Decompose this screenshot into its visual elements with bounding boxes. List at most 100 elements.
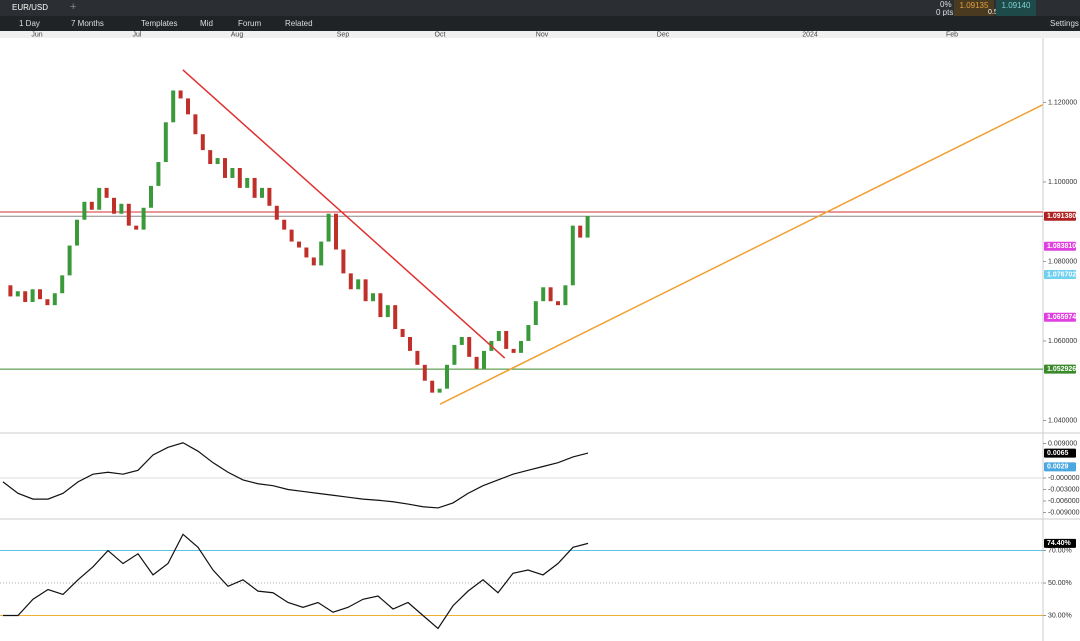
menu-item[interactable]: Forum <box>238 19 262 28</box>
candle <box>533 301 538 326</box>
candle <box>334 213 338 250</box>
bid[interactable]: 1.09135 <box>954 0 994 16</box>
candle <box>52 293 57 306</box>
candle <box>15 291 20 297</box>
price-tag <box>1044 312 1076 322</box>
time-label: Oct <box>435 31 446 38</box>
top-bar: EUR/USD + 0% 0 pts 1.09135 0.5 1.09140 <box>0 0 1080 17</box>
candle <box>163 122 168 163</box>
candle <box>297 241 301 248</box>
candle <box>578 225 583 238</box>
indicator-line <box>2 442 589 509</box>
settings[interactable]: Settings <box>1050 19 1079 28</box>
candle <box>400 329 405 337</box>
price-tag-label: 74.40% <box>1047 540 1072 547</box>
candle <box>260 187 264 198</box>
symbol[interactable]: EUR/USD <box>12 3 49 12</box>
candle <box>393 305 398 330</box>
candle <box>289 229 294 242</box>
indicator-line <box>3 533 589 630</box>
candle <box>8 285 13 297</box>
y-tick-label: 1.040000 <box>1048 417 1077 424</box>
candle <box>437 388 442 393</box>
candle <box>341 249 346 274</box>
candle <box>563 285 568 306</box>
y-tick-label: 1.100000 <box>1048 179 1077 186</box>
candle <box>45 299 50 306</box>
candle <box>371 293 375 302</box>
y-tick-label: 30.00% <box>1048 612 1072 619</box>
candle <box>156 162 161 186</box>
candle <box>489 340 494 351</box>
price-tag-label: 1.076702 <box>1047 271 1076 278</box>
price-tag-label: 1.052926 <box>1047 366 1076 373</box>
candle <box>252 177 257 198</box>
candle <box>200 134 205 151</box>
ask[interactable]: 1.09140 <box>996 0 1036 16</box>
candle <box>104 187 109 198</box>
menu-bar: 1 Day 7 Months Templates Mid Forum Relat… <box>0 16 1080 31</box>
candle <box>267 187 272 206</box>
range[interactable]: 7 Months <box>71 19 104 28</box>
price-tag <box>1044 462 1076 472</box>
price-tag-label: 1.091380 <box>1047 213 1076 220</box>
price-tag-label: 1.083810 <box>1047 243 1076 250</box>
menu-item[interactable]: Related <box>285 19 313 28</box>
y-tick-label: 1.080000 <box>1048 258 1077 265</box>
y-tick-label: -0.003000 <box>1048 486 1080 493</box>
candle <box>282 219 287 230</box>
candle <box>193 114 198 135</box>
interval[interactable]: 1 Day <box>19 19 40 28</box>
time-label: Aug <box>231 31 244 38</box>
candle <box>474 356 479 369</box>
candle <box>326 213 331 242</box>
time-label: Jul <box>133 31 142 38</box>
y-tick-label: -0.006000 <box>1048 498 1080 505</box>
candle <box>126 203 131 226</box>
price-tag-label: 1.065974 <box>1047 314 1076 321</box>
candle <box>541 287 546 302</box>
candle <box>67 245 72 276</box>
candle <box>348 273 353 290</box>
candle <box>496 331 501 341</box>
candle <box>519 340 523 353</box>
candle <box>230 168 235 178</box>
candle <box>378 293 383 318</box>
candle <box>570 225 575 286</box>
candle <box>482 350 486 369</box>
candle <box>385 305 390 318</box>
y-tick-label: 1.120000 <box>1048 99 1077 106</box>
y-tick-label: -0.000000 <box>1048 475 1080 482</box>
candle <box>75 219 79 246</box>
candle <box>178 90 183 99</box>
spread: 0.5 <box>988 9 998 16</box>
time-label: 2024 <box>802 31 818 38</box>
add-tab[interactable]: + <box>70 1 77 13</box>
candle <box>60 275 65 294</box>
change-pts: 0 pts <box>936 8 954 17</box>
candle <box>38 289 42 300</box>
price-tag <box>1044 270 1076 280</box>
candle <box>97 187 102 210</box>
time-label: Jun <box>31 31 42 38</box>
candle <box>30 289 35 302</box>
candle <box>245 177 250 188</box>
change-pct: 0% <box>940 0 952 9</box>
time-axis-bg <box>0 31 1080 38</box>
price-tag-label: 0.0029 <box>1047 464 1069 471</box>
candle <box>223 158 227 178</box>
candle <box>548 287 553 302</box>
y-tick-label: -0.009000 <box>1048 509 1080 516</box>
candle <box>415 350 420 365</box>
menu-item[interactable]: Templates <box>141 19 178 28</box>
candle <box>422 364 427 381</box>
price-tag <box>1044 241 1076 251</box>
price-tag-label: 0.0065 <box>1047 450 1069 457</box>
candle <box>585 216 590 238</box>
candle <box>141 207 146 230</box>
candle <box>89 201 94 210</box>
candle <box>459 336 464 345</box>
candle <box>119 203 124 214</box>
menu-item[interactable]: Mid <box>200 19 213 28</box>
